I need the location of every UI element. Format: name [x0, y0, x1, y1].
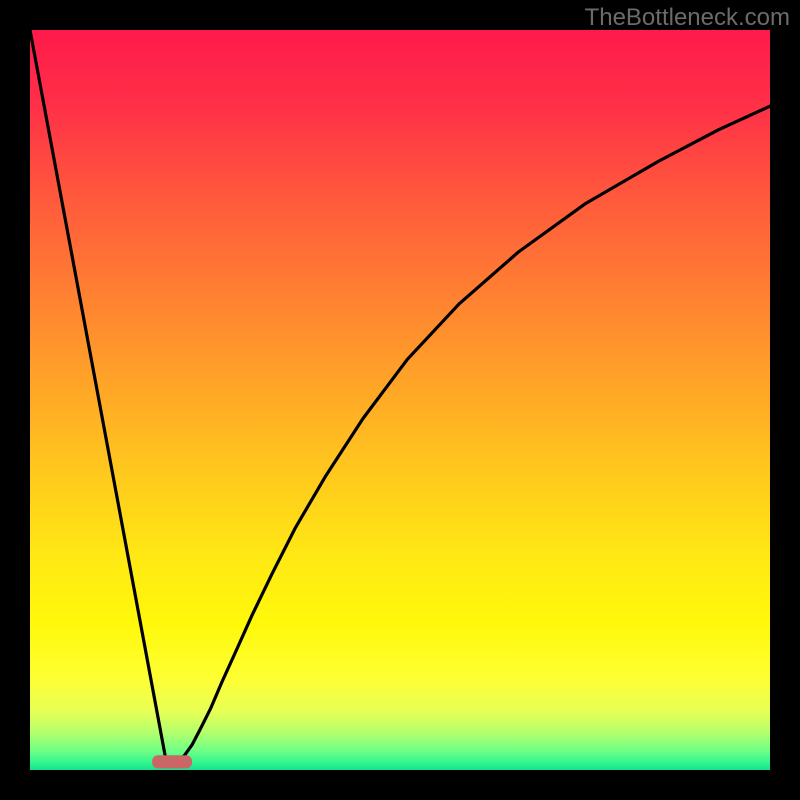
gradient-background: [30, 30, 770, 770]
watermark-text: TheBottleneck.com: [585, 4, 790, 32]
chart-svg: [0, 0, 800, 800]
bottleneck-marker: [152, 755, 192, 768]
bottleneck-chart: { "watermark": "TheBottleneck.com", "cha…: [0, 0, 800, 800]
